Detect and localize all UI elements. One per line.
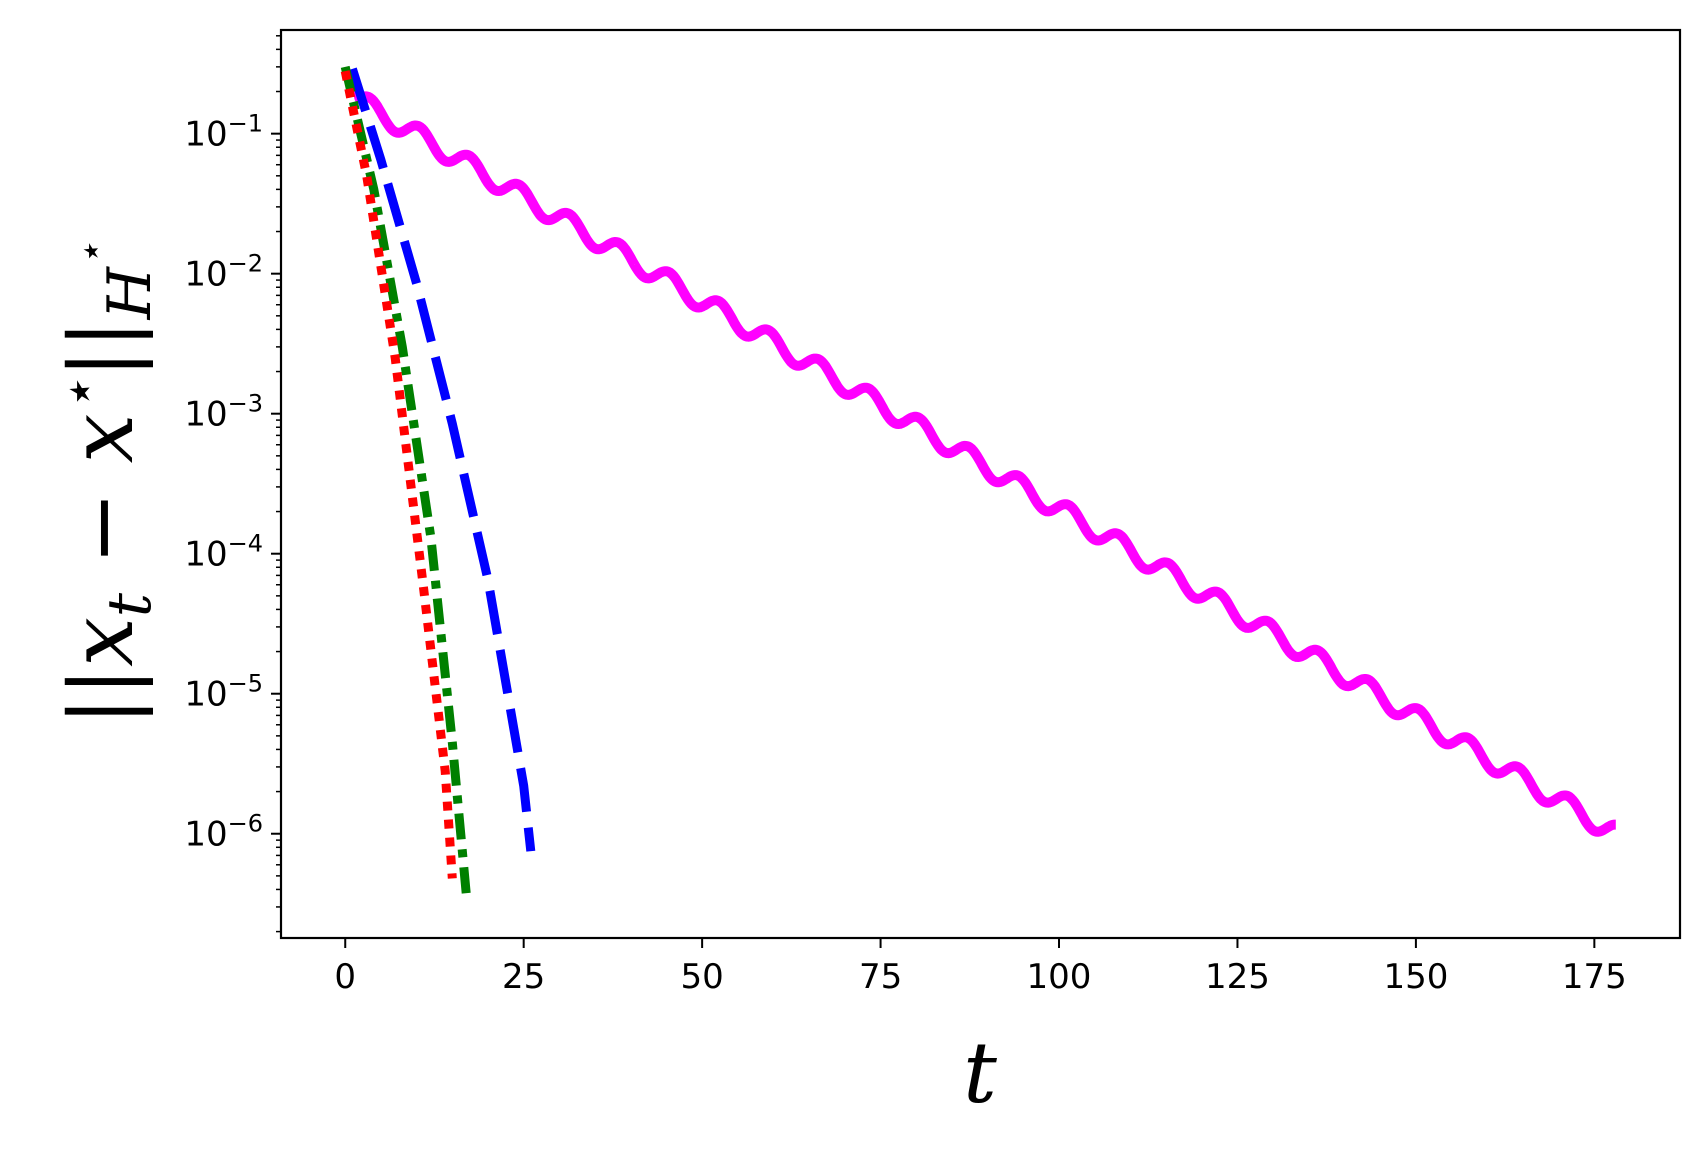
x-axis: 0 25 50 75 100 125 150 175	[334, 938, 1627, 997]
y-axis-label: ||xt − x⋆||H⋆	[47, 242, 165, 726]
y-tick-label: 10−6	[184, 810, 263, 855]
y-tick-label: 10−3	[184, 390, 263, 435]
x-tick-label: 25	[502, 957, 545, 997]
y-tick-exponent: −4	[228, 530, 263, 558]
axes-frame	[279, 28, 1682, 940]
y-label-lhs: ||x	[50, 617, 153, 726]
series-line-2	[348, 67, 536, 852]
y-axis: 10−110−210−310−410−510−6	[184, 35, 281, 933]
x-tick-label: 175	[1562, 957, 1627, 997]
y-label-sub: t	[95, 592, 165, 617]
series-line-3	[340, 65, 472, 899]
x-tick-label: 0	[334, 957, 356, 997]
x-tick-label: 125	[1205, 957, 1270, 997]
svg-text:||xt − x⋆||H⋆: ||xt − x⋆||H⋆	[47, 242, 165, 726]
x-axis-label: t	[963, 1024, 997, 1122]
y-label-rhs: ||	[50, 319, 153, 378]
x-tick-label: 150	[1383, 957, 1448, 997]
plot-series-group	[340, 65, 1619, 899]
y-tick-base: 10	[184, 255, 227, 295]
y-tick-label: 10−4	[184, 530, 263, 575]
y-label-norm-sub: H	[95, 265, 165, 320]
y-tick-label: 10−2	[184, 250, 263, 295]
y-tick-base: 10	[184, 115, 227, 155]
y-tick-exponent: −6	[228, 810, 263, 838]
y-label-norm-sup: ⋆	[68, 242, 114, 267]
series-line-1	[347, 69, 1619, 837]
y-tick-base: 10	[184, 815, 227, 855]
x-tick-label: 75	[859, 957, 902, 997]
x-tick-label: 50	[680, 957, 723, 997]
y-tick-label: 10−1	[184, 110, 263, 155]
x-tick-label: 100	[1027, 957, 1092, 997]
series-line-4	[340, 70, 457, 879]
y-tick-exponent: −3	[228, 390, 263, 418]
y-label-mid: − x	[50, 414, 153, 593]
y-tick-base: 10	[184, 675, 227, 715]
y-tick-base: 10	[184, 535, 227, 575]
y-tick-exponent: −1	[228, 110, 263, 138]
y-tick-base: 10	[184, 395, 227, 435]
y-tick-label: 10−5	[184, 670, 263, 715]
y-tick-exponent: −5	[228, 670, 263, 698]
y-label-sup: ⋆	[47, 379, 112, 414]
y-tick-exponent: −2	[228, 250, 263, 278]
